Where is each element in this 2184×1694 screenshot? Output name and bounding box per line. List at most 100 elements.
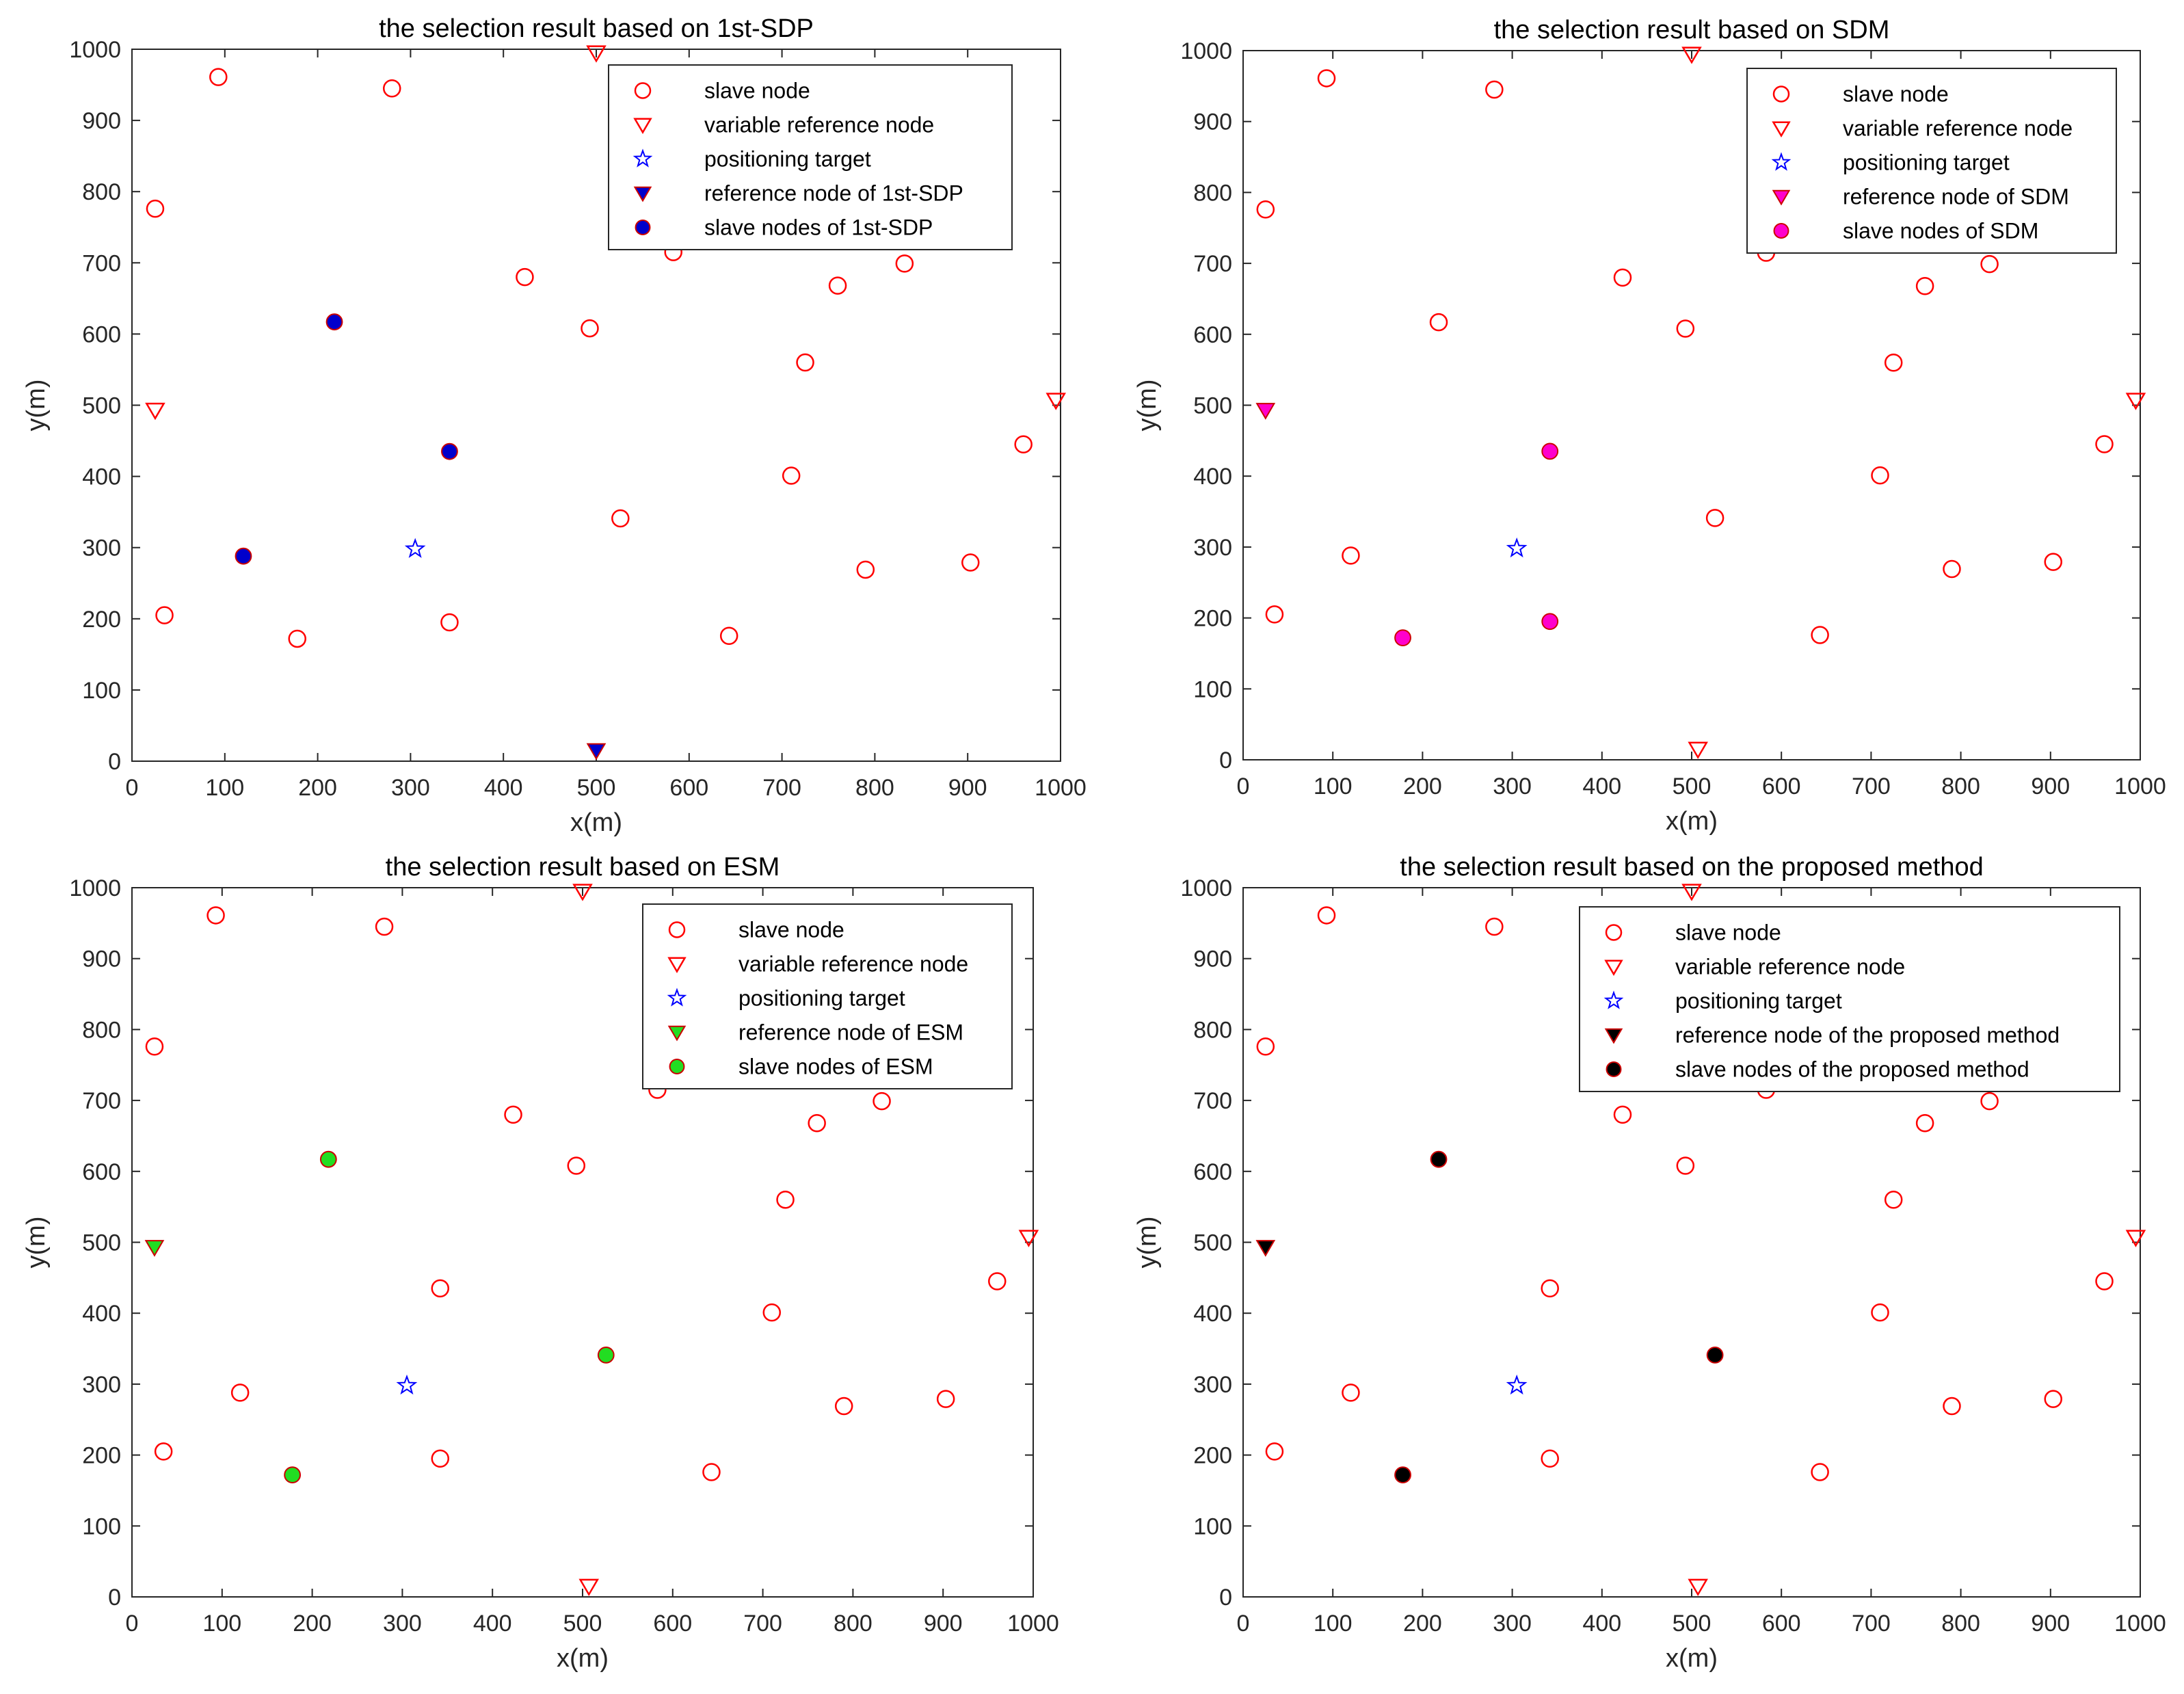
x-tick-label: 0	[1237, 1611, 1250, 1637]
slave-node-point	[1980, 1091, 1999, 1111]
legend-marker-slave	[1605, 924, 1623, 941]
legend-label-variable: variable reference node	[1843, 116, 2073, 141]
legend-marker-variable	[1772, 121, 1791, 137]
x-tick-label: 900	[948, 775, 987, 801]
legend-marker-ref_sel	[1604, 1028, 1623, 1044]
x-tick-label: 700	[1852, 773, 1891, 799]
legend-label-ref_sel: reference node of SDM	[1843, 185, 2069, 209]
legend-box	[642, 903, 1013, 1089]
y-tick-label: 600	[1193, 322, 1232, 348]
slave-node-point	[856, 560, 875, 579]
y-tick-label: 0	[1219, 1585, 1232, 1611]
slave-node-point	[1811, 626, 1829, 644]
legend-marker-ref_sel	[1772, 189, 1791, 206]
legend-label-target: positioning target	[704, 147, 871, 172]
x-tick-label: 600	[1762, 1611, 1801, 1637]
y-tick-label: 200	[82, 607, 121, 633]
legend-marker-slave	[668, 921, 686, 938]
slave-node-point	[1915, 1114, 1934, 1133]
slave-node-point	[1317, 906, 1336, 925]
x-tick-label: 400	[484, 775, 523, 801]
positioning-target-point	[404, 538, 426, 558]
x-tick-label: 200	[1403, 1611, 1442, 1637]
y-axis-label: y(m)	[1133, 1217, 1162, 1269]
x-tick-label: 300	[1493, 1611, 1532, 1637]
slave-node-point	[828, 276, 847, 295]
legend-marker-variable	[1604, 960, 1623, 976]
variable-reference-node-point	[1046, 393, 1066, 410]
legend-label-slave: slave node	[738, 918, 844, 942]
legend-marker-target	[632, 148, 653, 168]
slave-node-point	[230, 1384, 250, 1402]
y-tick-label: 600	[1193, 1159, 1232, 1185]
slave-node-point	[1871, 1303, 1889, 1322]
selected-slave-node-point	[1430, 1150, 1448, 1168]
y-tick-label: 200	[1193, 606, 1232, 632]
x-tick-label: 600	[669, 775, 708, 801]
y-tick-label: 400	[1193, 1301, 1232, 1327]
legend-marker-slave_sel	[1606, 1061, 1622, 1077]
slave-node-point	[1676, 1156, 1695, 1175]
legend-label-variable: variable reference node	[704, 113, 934, 137]
x-tick-label: 800	[834, 1611, 873, 1637]
slave-node-point	[440, 613, 459, 632]
legend-label-target: positioning target	[738, 986, 905, 1011]
subplot-3: 0 100 200 300 400 500 600 700 800 900 1000 0 100 200 3…	[22, 853, 1059, 1673]
x-axis-label: x(m)	[1666, 1644, 1718, 1673]
slave-node-point	[873, 1091, 891, 1111]
legend-label-ref_sel: reference node of 1st-SDP	[704, 181, 963, 206]
slave-node-point	[431, 1279, 450, 1298]
x-tick-label: 800	[1941, 773, 1980, 799]
x-tick-label: 0	[126, 1611, 139, 1637]
slave-node-point	[808, 1114, 826, 1133]
legend-box	[1746, 68, 2117, 254]
legend-marker-ref_sel	[667, 1025, 687, 1042]
slave-node-point	[375, 917, 394, 936]
x-tick-label: 500	[1673, 1611, 1712, 1637]
slave-node-point	[1256, 1037, 1275, 1056]
x-tick-label: 700	[1852, 1611, 1891, 1637]
y-tick-label: 0	[1219, 747, 1232, 773]
slave-node-point	[834, 1397, 853, 1416]
x-tick-label: 400	[1582, 1611, 1621, 1637]
legend-label-ref_sel: reference node of ESM	[738, 1020, 963, 1045]
variable-reference-node-point	[2125, 393, 2146, 410]
y-tick-label: 900	[82, 108, 121, 134]
variable-reference-node-point	[145, 402, 165, 421]
legend-label-slave_sel: slave nodes of ESM	[738, 1055, 933, 1079]
x-tick-label: 100	[1314, 773, 1353, 799]
slave-node-point	[1811, 1463, 1829, 1481]
positioning-target-point	[1506, 537, 1528, 558]
selected-slave-node-point	[1541, 442, 1559, 460]
x-tick-label: 600	[1762, 773, 1801, 799]
variable-reference-node-point	[2125, 1230, 2146, 1247]
x-tick-label: 500	[563, 1611, 602, 1637]
y-tick-label: 0	[108, 749, 121, 775]
y-axis-label: y(m)	[1133, 380, 1162, 432]
selected-reference-node-point	[144, 1240, 165, 1257]
slave-node-point	[702, 1463, 721, 1481]
y-tick-label: 400	[1193, 464, 1232, 490]
slave-node-point	[504, 1105, 522, 1124]
slave-node-point	[155, 606, 174, 624]
x-tick-label: 800	[855, 775, 894, 801]
legend-box	[1579, 906, 2120, 1092]
slave-node-point	[1943, 559, 1961, 579]
x-tick-label: 1000	[2114, 773, 2166, 799]
slave-node-point	[207, 906, 225, 925]
selected-slave-node-point	[319, 1150, 337, 1168]
x-tick-label: 500	[577, 775, 616, 801]
y-tick-label: 900	[82, 947, 121, 972]
selected-slave-node-point	[441, 442, 458, 460]
y-tick-label: 900	[1193, 947, 1232, 972]
x-tick-label: 1000	[1007, 1611, 1059, 1637]
y-tick-label: 300	[1193, 535, 1232, 561]
x-tick-label: 100	[202, 1611, 241, 1637]
positioning-target-point	[396, 1374, 418, 1395]
slave-node-point	[782, 466, 801, 485]
legend-label-slave_sel: slave nodes of the proposed method	[1675, 1057, 2029, 1082]
slave-node-point	[1265, 605, 1284, 624]
y-tick-label: 700	[82, 1088, 121, 1114]
legend-label-slave_sel: slave nodes of SDM	[1843, 219, 2038, 243]
y-tick-label: 1000	[1180, 875, 1232, 901]
